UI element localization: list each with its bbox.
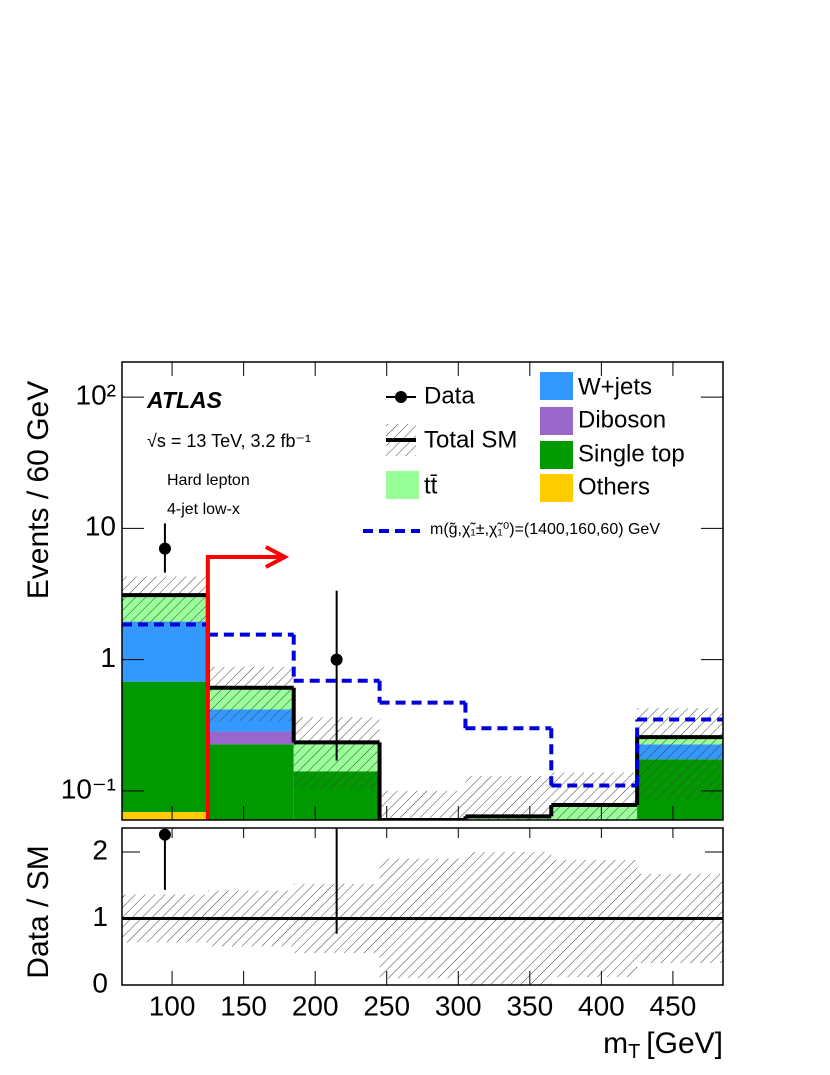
histogram-bar [207,744,294,820]
y-tick-label: 10 [85,511,116,542]
main-plot [122,523,723,820]
histogram-bar [207,731,294,745]
legend-label: Data [424,382,475,409]
ratio-y-tick-label: 0 [92,967,108,998]
ratio-point [158,828,171,841]
legend-swatch [386,471,419,499]
y-tick-label: 1 [100,642,116,673]
x-label-sub: T [628,1041,640,1063]
region-label: Hard lepton [167,472,250,489]
legend-label: Single top [578,440,685,467]
ratio-axis-title: Data / SM [22,845,55,978]
axes: 100 150 200 250 300 350 400 450 10⁻¹ 1 10 10² 0 1 2 [61,361,724,1021]
plot-frame [121,827,724,986]
uncertainty-band [207,666,294,722]
x-tick-label: 150 [220,990,267,1021]
energy-label: √s = 13 TeV, 3.2 fb⁻¹ [147,431,311,451]
plot-frame [121,361,724,821]
y-axis-title: Events / 60 GeV [22,381,55,599]
atlas-label: ATLAS [146,387,223,413]
y-tick-label: 10² [76,379,116,410]
uncertainty-band [551,772,638,820]
uncertainty-band [122,576,208,624]
region-label: 4-jet low-x [167,501,240,518]
uncertainty-band [465,775,552,820]
legend-label: Diboson [578,406,666,433]
y-tick-label: 10⁻¹ [61,773,116,804]
ratio-y-tick-label: 1 [92,901,108,932]
legend-swatch [540,441,573,469]
legend: Data Total SM tt̄ W+jets Diboson Single top Ot… [363,372,685,538]
histogram-bar [122,621,208,682]
data-point [158,542,171,555]
histogram-bar [122,681,208,813]
legend-label: m(g̃,χ̃₁±,χ̃₁⁰)=(1400,160,60) GeV [430,521,660,538]
legend-swatch [540,372,573,400]
cut-arrow-head [264,545,290,569]
x-tick-label: 300 [435,990,482,1021]
legend-label: Total SM [424,426,517,453]
histogram-bar [122,812,208,820]
x-tick-label: 200 [292,990,339,1021]
ratio-plot [122,828,723,985]
x-label-unit: [GeV] [646,1027,723,1060]
x-tick-label: 250 [363,990,410,1021]
legend-label: tt̄ [424,472,438,499]
ratio-y-tick-label: 2 [92,834,108,865]
legend-swatch [540,407,573,435]
x-tick-label: 450 [650,990,697,1021]
legend-label: W+jets [578,373,652,400]
uncertainty-band [637,708,723,799]
legend-label: Others [578,473,650,500]
x-label: m [603,1027,628,1060]
uncertainty-band [379,790,466,820]
data-point [330,653,343,666]
x-axis-title: mT [GeV] [603,1027,723,1063]
x-tick-label: 350 [506,990,553,1021]
legend-swatch [540,474,573,502]
x-tick-label: 100 [149,990,196,1021]
x-tick-label: 400 [578,990,625,1021]
legend-symbol [395,391,407,403]
